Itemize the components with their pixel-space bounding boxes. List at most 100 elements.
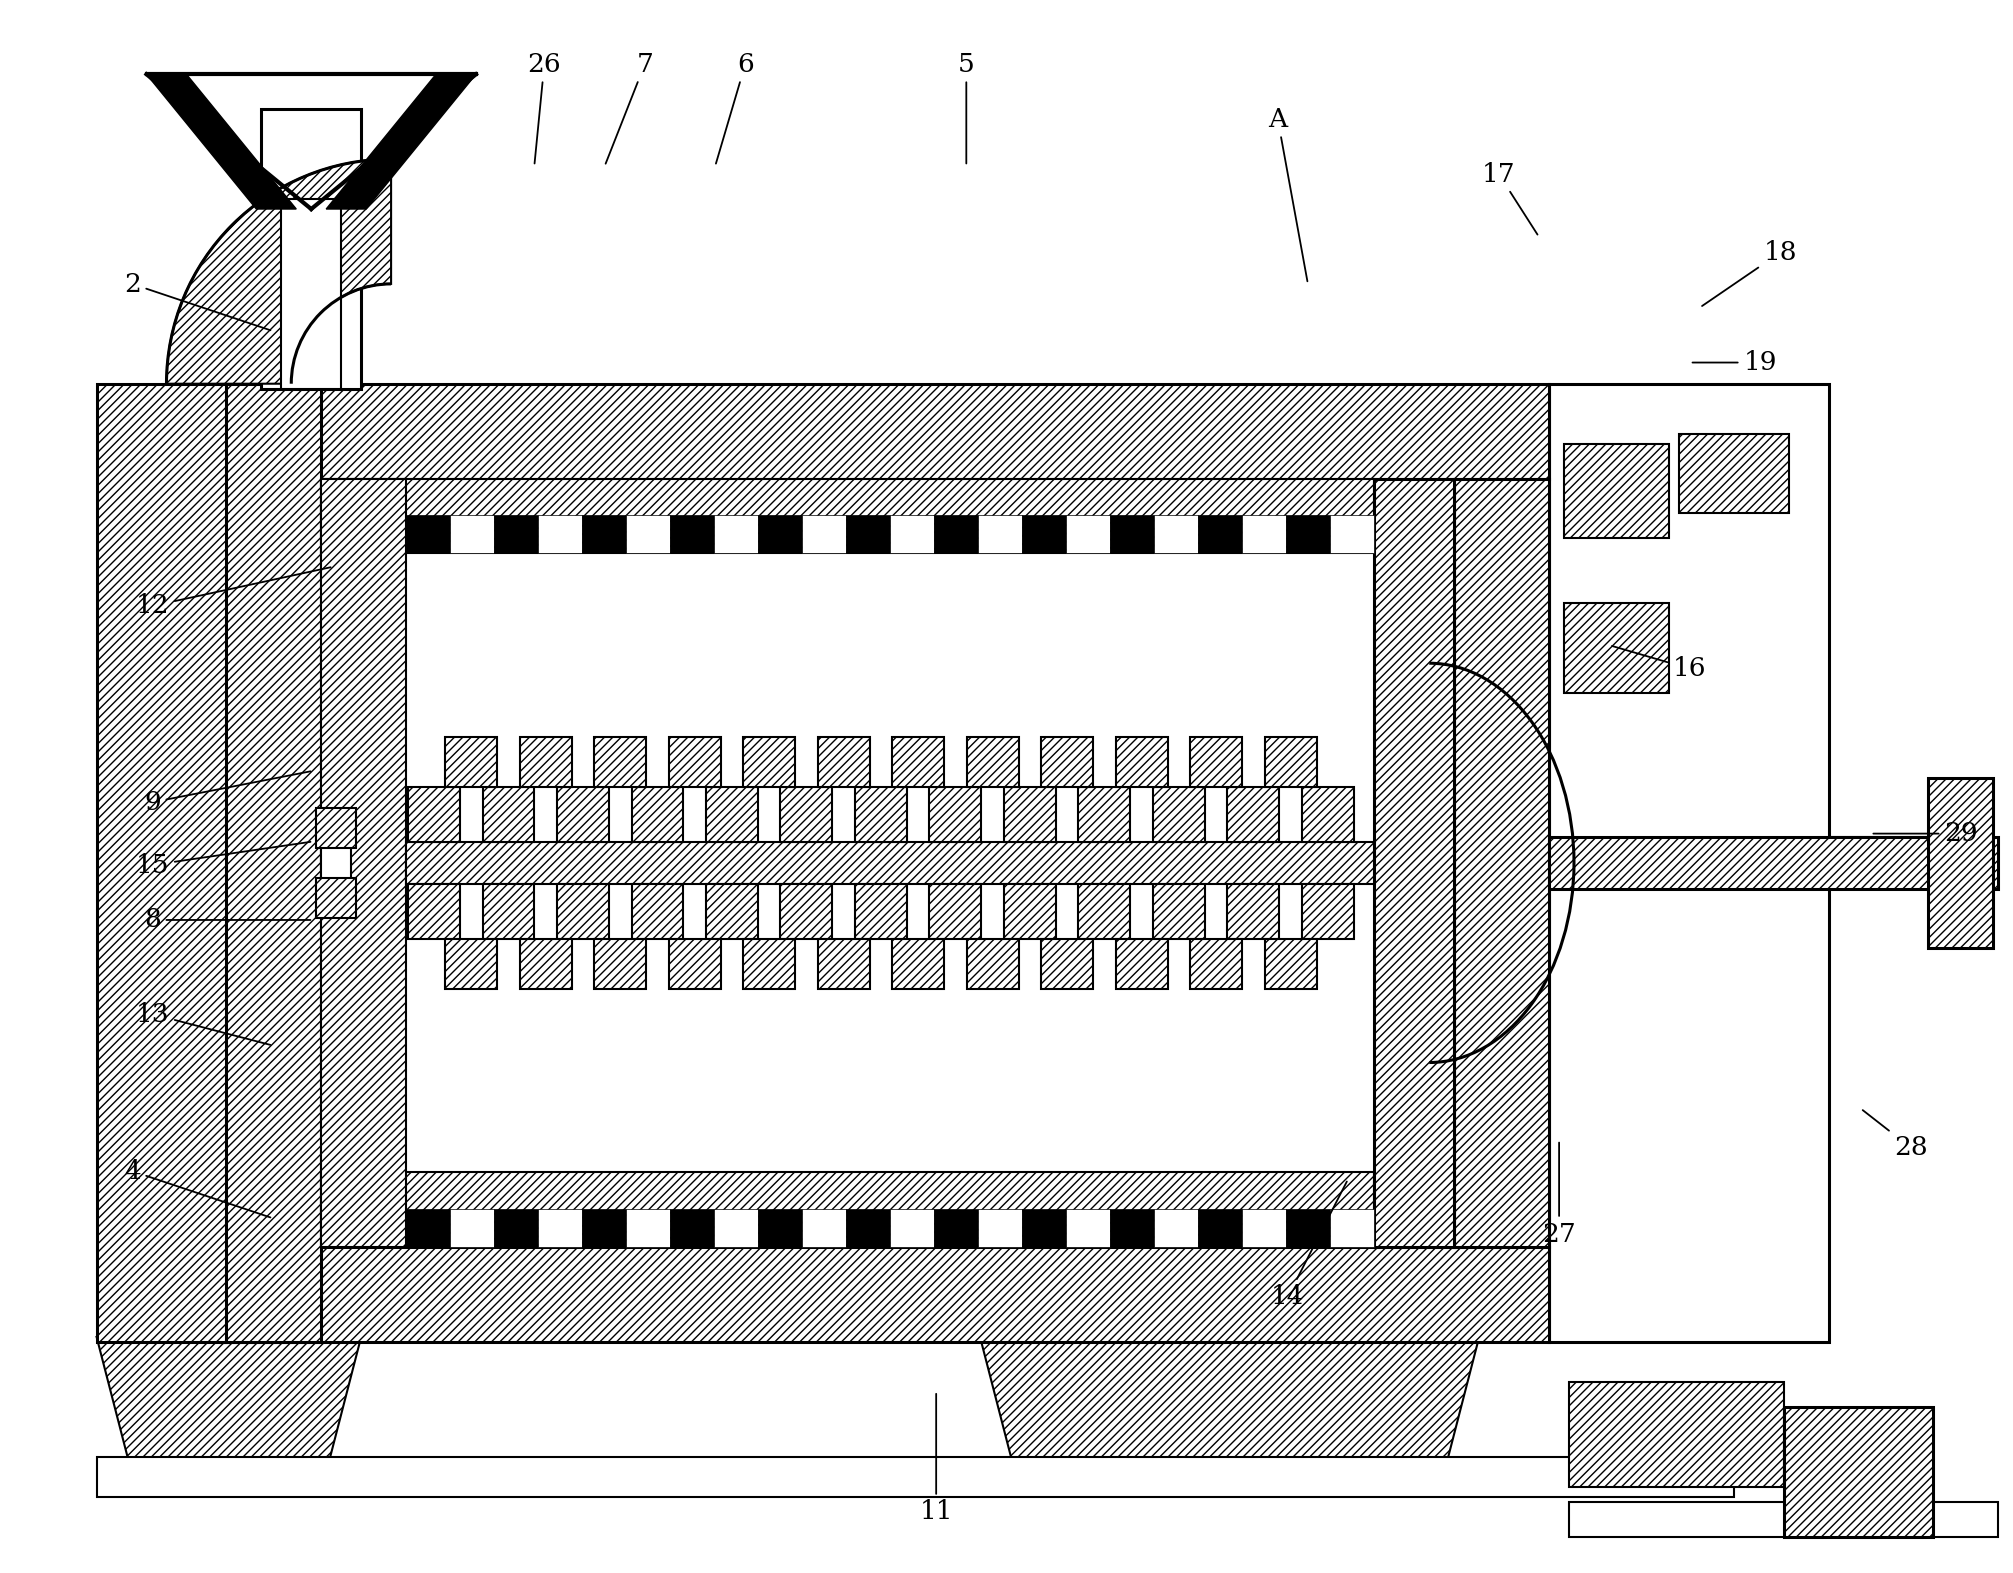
Bar [1153,786,1206,842]
Bar [262,109,360,389]
Bar [407,516,451,554]
Bar [801,1210,845,1247]
Bar [743,939,795,989]
Text: 12: 12 [135,568,330,618]
Bar [966,939,1019,989]
Bar [930,786,982,842]
Text: 11: 11 [920,1394,952,1524]
Text: 19: 19 [1693,351,1777,374]
Bar [1286,1210,1331,1247]
Bar [1568,1502,1999,1537]
Bar [670,1210,715,1247]
Bar [934,516,978,554]
Bar [409,786,459,842]
Bar [445,939,497,989]
Bar [558,884,610,939]
Bar [817,939,870,989]
Bar [781,884,833,939]
Bar [1079,786,1131,842]
Bar [856,884,908,939]
Text: 29: 29 [1874,821,1979,846]
Bar [668,939,721,989]
Text: 5: 5 [958,52,974,164]
Bar [409,884,459,939]
Bar [1928,779,1993,947]
Bar [316,809,356,848]
Text: 18: 18 [1703,241,1798,307]
Bar [537,516,582,554]
Bar [632,884,684,939]
Bar [1242,1210,1286,1247]
Bar [221,384,1550,478]
Text: 27: 27 [1542,1142,1576,1246]
Bar [978,516,1023,554]
Text: 15: 15 [135,842,310,878]
Bar [892,738,944,786]
Polygon shape [980,1337,1480,1491]
Bar [759,1210,801,1247]
Bar [1023,516,1067,554]
Bar [715,1210,759,1247]
Bar [582,1210,626,1247]
Text: 6: 6 [717,52,753,164]
Text: 17: 17 [1482,162,1538,234]
Bar [1453,478,1550,1247]
Bar [707,884,759,939]
Bar [632,786,684,842]
Bar [445,738,497,786]
Bar [668,738,721,786]
Bar [930,884,982,939]
Text: 9: 9 [145,771,310,815]
Bar [1679,434,1790,513]
Bar [707,786,759,842]
Text: 14: 14 [1270,1181,1347,1309]
Bar [1079,884,1131,939]
Bar [1264,939,1317,989]
Bar [743,738,795,786]
Bar [1041,738,1093,786]
Bar [1828,837,1928,889]
Polygon shape [147,74,296,209]
Bar [322,1172,1375,1247]
Bar [594,939,646,989]
Bar [1190,738,1242,786]
Bar [322,478,1375,554]
Bar [1115,939,1168,989]
Bar [97,384,225,1342]
Bar [1286,516,1331,554]
Bar [407,842,1375,884]
Bar [892,939,944,989]
Bar [934,1210,978,1247]
Bar [1375,478,1453,1247]
Bar [1228,884,1280,939]
Bar [966,738,1019,786]
Bar [845,1210,890,1247]
Bar [1190,939,1242,989]
Bar [1115,738,1168,786]
Bar [1198,516,1242,554]
Bar [582,516,626,554]
Bar [759,516,801,554]
Bar [407,1210,451,1247]
Bar [594,738,646,786]
Bar [1111,516,1153,554]
Bar [493,516,537,554]
Bar [1067,1210,1111,1247]
Bar [781,786,833,842]
Bar [626,516,670,554]
Bar [626,1210,670,1247]
Text: 7: 7 [606,52,654,164]
Bar [97,1457,1733,1497]
Bar [519,939,572,989]
Bar [1004,884,1057,939]
Bar [715,516,759,554]
Bar [890,516,934,554]
Bar [322,813,350,912]
Bar [845,516,890,554]
Polygon shape [97,1337,360,1491]
Bar [1067,516,1111,554]
Bar [1242,516,1286,554]
Bar [316,878,356,917]
Bar [1564,444,1669,538]
Text: 13: 13 [135,1002,270,1044]
